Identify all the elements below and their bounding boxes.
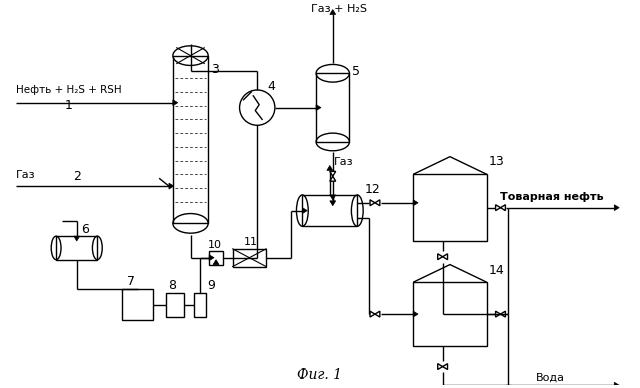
Polygon shape [413,200,418,206]
Polygon shape [173,100,178,106]
Text: Товарная нефть: Товарная нефть [500,192,604,202]
Polygon shape [330,195,336,200]
Polygon shape [316,105,321,111]
Bar [316,73,349,142]
Text: 14: 14 [489,264,504,277]
Polygon shape [209,255,214,261]
Polygon shape [302,208,307,213]
Text: Газ: Газ [333,158,353,168]
Bar [173,55,208,223]
Polygon shape [330,201,336,206]
Bar [209,251,223,265]
Text: Фиг. 1: Фиг. 1 [298,368,342,382]
Polygon shape [327,166,333,170]
Text: 13: 13 [489,154,504,168]
Text: 1: 1 [65,99,73,112]
Text: Газ: Газ [16,170,36,180]
Text: 10: 10 [208,240,222,250]
Polygon shape [614,382,619,388]
Text: 9: 9 [207,279,215,292]
Bar [413,174,487,241]
Polygon shape [213,260,219,265]
Bar [195,293,206,317]
Text: Нефть + H₂S + RSH: Нефть + H₂S + RSH [16,85,122,95]
Text: 11: 11 [243,237,257,247]
Text: 7: 7 [127,275,135,288]
Text: 3: 3 [211,63,219,76]
Text: 12: 12 [365,183,381,196]
Bar [413,282,487,346]
Polygon shape [614,205,619,211]
Text: 6: 6 [81,223,88,236]
Text: 5: 5 [353,65,360,78]
Text: Вода: Вода [536,372,565,382]
Text: Газ + H₂S: Газ + H₂S [311,5,367,14]
Bar [166,293,184,317]
Bar [233,249,266,267]
Text: 4: 4 [267,80,275,93]
Polygon shape [506,385,511,388]
Text: 8: 8 [168,279,176,292]
Bar [56,236,97,260]
Bar [302,195,357,226]
Bar [122,289,153,320]
Polygon shape [413,311,418,317]
Text: 2: 2 [73,170,81,183]
Polygon shape [330,10,336,14]
Polygon shape [169,183,174,189]
Polygon shape [74,236,79,241]
